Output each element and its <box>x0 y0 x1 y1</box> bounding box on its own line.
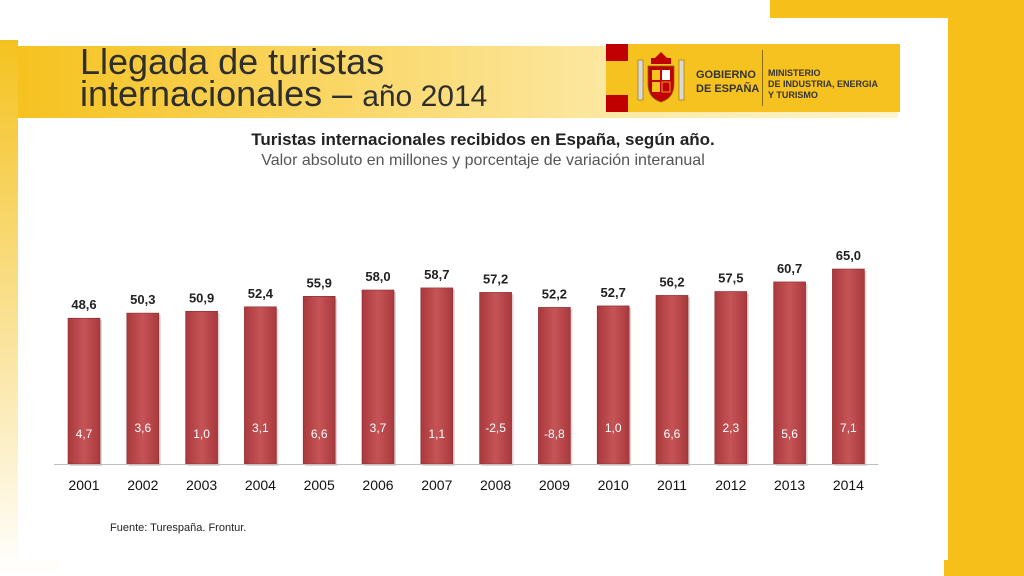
x-tick-label: 2010 <box>598 477 629 493</box>
x-tick-label: 2004 <box>245 477 276 493</box>
bar <box>185 310 218 465</box>
x-tick-label: 2013 <box>774 477 805 493</box>
variation-label: 4,7 <box>76 427 93 441</box>
x-tick-label: 2008 <box>480 477 511 493</box>
bar-value-label: 50,9 <box>189 290 214 305</box>
min-line-2: DE INDUSTRIA, ENERGIA <box>768 79 879 89</box>
bar <box>67 317 101 465</box>
x-tick-label: 2012 <box>715 477 746 493</box>
variation-label: -8,8 <box>544 427 565 441</box>
bar-value-label: 56,2 <box>659 274 684 289</box>
bar <box>126 312 160 465</box>
variation-label: 3,6 <box>134 421 151 435</box>
slide-title: Llegada de turistas internacionales – añ… <box>80 41 488 113</box>
spanish-flag-icon <box>606 44 628 112</box>
variation-label: 3,1 <box>252 421 269 435</box>
bar <box>596 305 630 465</box>
bar <box>714 291 748 465</box>
chart-title: Turistas internacionales recibidos en Es… <box>251 130 715 149</box>
bar <box>420 287 454 465</box>
bar-value-label: 52,7 <box>601 285 626 300</box>
bar <box>655 295 689 465</box>
bar-value-label: 55,9 <box>307 275 332 290</box>
chart-source: Fuente: Turespaña. Frontur. <box>110 522 247 534</box>
bar <box>244 306 277 465</box>
variation-label: 1,0 <box>605 421 622 435</box>
x-tick-label: 2011 <box>657 477 687 493</box>
coat-of-arms-icon <box>637 52 685 103</box>
bar-value-label: 52,2 <box>542 286 567 301</box>
title-line-2-main: internacionales – <box>80 73 363 114</box>
x-tick-label: 2002 <box>127 477 158 493</box>
bar <box>302 295 336 465</box>
variation-label: 2,3 <box>722 421 739 435</box>
bar-chart: 48,6 4,7 2001 50,3 3,6 2002 50,9 1,0 2003 52,4 3,1… <box>54 248 879 493</box>
decorative-right-band <box>944 0 1024 576</box>
ministerio-text: MINISTERIO DE INDUSTRIA, ENERGIA Y TURIS… <box>768 68 898 101</box>
bar-value-label: 48,6 <box>71 297 96 312</box>
x-tick-label: 2005 <box>304 477 335 493</box>
x-tick-label: 2006 <box>362 477 393 493</box>
title-line-1: Llegada de turistas <box>80 41 385 82</box>
bar-value-label: 58,7 <box>424 267 449 282</box>
title-line-2-year: año 2014 <box>362 80 488 113</box>
gobierno-text: GOBIERNO DE ESPAÑA <box>696 68 759 96</box>
variation-label: 7,1 <box>840 421 857 435</box>
bar-value-label: 50,3 <box>130 292 155 307</box>
bar <box>538 307 571 465</box>
bar-value-label: 57,5 <box>718 271 743 286</box>
gov-line-2: DE ESPAÑA <box>696 83 760 95</box>
bar <box>773 281 806 465</box>
variation-label: 3,7 <box>370 421 387 435</box>
x-tick-label: 2014 <box>833 477 864 493</box>
x-tick-label: 2003 <box>186 477 217 493</box>
variation-label: 1,1 <box>428 427 445 441</box>
variation-label: 5,6 <box>781 427 798 441</box>
min-line-3: Y TURISMO <box>768 90 818 100</box>
bar-value-label: 58,0 <box>365 269 390 284</box>
bar-value-label: 65,0 <box>836 248 861 263</box>
title-line-2: internacionales – año 2014 <box>80 76 488 113</box>
variation-label: -2,5 <box>485 421 506 435</box>
min-line-1: MINISTERIO <box>768 68 821 78</box>
bar <box>832 268 865 465</box>
slide: Llegada de turistas internacionales – añ… <box>18 18 948 560</box>
bar <box>361 289 395 465</box>
x-tick-label: 2007 <box>421 477 452 493</box>
logo-divider <box>762 50 763 106</box>
variation-label: 1,0 <box>193 427 210 441</box>
x-tick-label: 2009 <box>539 477 570 493</box>
variation-label: 6,6 <box>664 427 681 441</box>
bar-value-label: 52,4 <box>248 286 274 301</box>
government-logo: GOBIERNO DE ESPAÑA MINISTERIO DE INDUSTR… <box>606 44 900 112</box>
bar-value-label: 60,7 <box>777 261 802 276</box>
bar <box>479 292 512 465</box>
variation-label: 6,6 <box>311 427 328 441</box>
bar-value-label: 57,2 <box>483 271 508 286</box>
x-tick-label: 2001 <box>68 477 99 493</box>
gov-line-1: GOBIERNO <box>696 69 756 81</box>
chart-subtitle: Valor absoluto en millones y porcentaje … <box>261 152 705 169</box>
